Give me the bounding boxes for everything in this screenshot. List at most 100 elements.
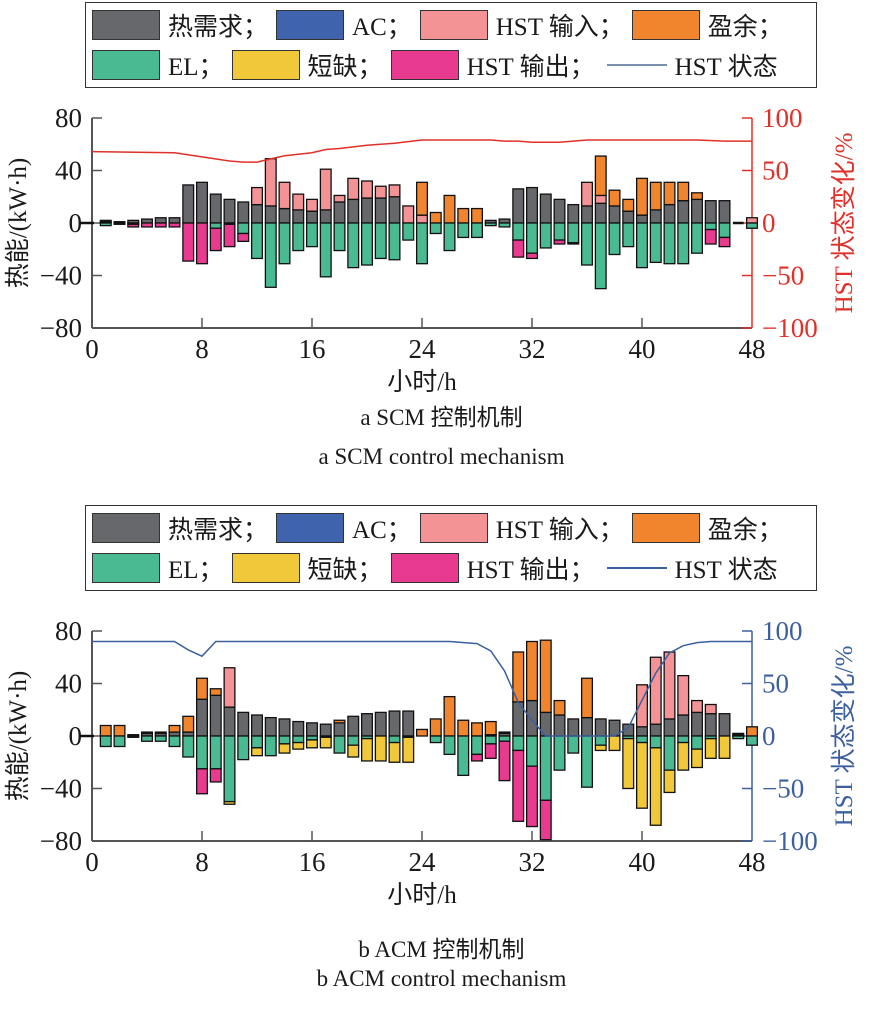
bar-segment-盈余 <box>443 695 456 737</box>
heat-demand-swatch <box>92 10 160 40</box>
bar-segment-热需求 <box>622 210 635 224</box>
bar-segment-HST 输出 <box>127 223 140 228</box>
bar-segment-HST 输出 <box>182 222 195 262</box>
x-tick-label: 24 <box>409 334 437 364</box>
chart-acm: −80 −40 0 40 80 −100 −50 0 50 100 0 8 16 24 32 40 48 小时/h… <box>4 616 858 909</box>
bar-segment-热需求 <box>704 200 717 224</box>
bar-segment-热需求 <box>594 202 607 224</box>
bar-segment-EL <box>209 222 222 229</box>
bar-segment-热需求 <box>704 713 717 737</box>
y-tick-label: −80 <box>40 313 82 343</box>
y-tick-label: −80 <box>40 826 82 856</box>
bar-segment-EL <box>347 735 360 746</box>
bar-segment-EL <box>292 735 305 744</box>
y2-axis-label: HST 状态变化/% <box>830 646 858 827</box>
bar-segment-热需求 <box>635 726 649 737</box>
bar-segment-盈余 <box>154 731 167 735</box>
bar-segment-短缺 <box>305 739 319 749</box>
legend-item-shortage: 短缺； <box>231 550 383 586</box>
bar-segment-热需求 <box>305 722 319 737</box>
bar-segment-热需求 <box>608 205 621 224</box>
caption-acm-en: b ACM control mechanism <box>316 966 567 991</box>
legend-item-hst-output: HST 输出； <box>390 550 595 586</box>
bar-segment-短缺 <box>704 737 717 759</box>
bar-segment-热需求 <box>663 203 676 224</box>
bar-segment-EL <box>415 222 429 265</box>
bar-segment-EL <box>264 222 277 288</box>
bar-segment-短缺 <box>292 741 305 750</box>
bar-segment-短缺 <box>649 747 662 826</box>
bar-segment-热需求 <box>278 718 291 737</box>
bar-segment-盈余 <box>649 181 662 211</box>
bar-segment-热需求 <box>319 723 332 737</box>
bar-segment-EL <box>484 735 497 745</box>
bar-segment-EL <box>429 222 442 235</box>
bar-segment-热需求 <box>525 699 539 737</box>
bar-segment-EL <box>443 735 456 756</box>
bar-segment-短缺 <box>388 741 401 763</box>
y-tick-label: 0 <box>69 721 83 751</box>
bar-segment-热需求 <box>209 694 222 737</box>
bar-segment-盈余 <box>732 732 745 736</box>
bar-segment-EL <box>567 735 580 754</box>
bar-segment-热需求 <box>374 197 387 224</box>
bar-segment-HST 输入 <box>292 193 305 211</box>
bar-segment-热需求 <box>195 181 209 224</box>
bar-segment-热需求 <box>264 716 277 737</box>
bar-segment-EL <box>209 735 222 770</box>
bar-segment-EL <box>553 735 566 771</box>
bar-segment-盈余 <box>745 726 759 737</box>
bar-segment-热需求 <box>305 210 319 224</box>
bar-segment-热需求 <box>677 200 690 224</box>
y2-axis-label: HST 状态变化/% <box>830 133 858 314</box>
hst-state-line <box>91 139 752 163</box>
bar-segment-盈余 <box>457 719 470 737</box>
bar-segment-HST 输出 <box>498 740 511 782</box>
y2-tick-label: −100 <box>762 826 818 856</box>
bar-segment-热需求 <box>388 710 401 737</box>
bar-segment-HST 输出 <box>154 222 167 228</box>
hst-state-line <box>92 640 752 737</box>
bar-segment-HST 输入 <box>402 205 415 224</box>
bar-segment-EL <box>168 735 181 748</box>
bar-segment-HST 输出 <box>195 222 209 265</box>
bar-segment-HST 输出 <box>567 242 580 245</box>
bar-segment-HST 输出 <box>512 749 525 822</box>
bar-segment-HST 输出 <box>237 232 250 243</box>
bar-segment-短缺 <box>223 800 236 805</box>
y-tick-label: −40 <box>40 261 82 291</box>
bar-segment-EL <box>677 222 690 265</box>
bar-segment-盈余 <box>470 207 484 224</box>
bar-segment-EL <box>237 222 250 235</box>
bar-segment-HST 输出 <box>140 222 154 228</box>
bar-segment-EL <box>278 222 291 265</box>
bar-segment-EL <box>745 735 759 746</box>
bar-segment-EL <box>594 735 607 746</box>
bar-segment-盈余 <box>635 177 649 216</box>
bar-segment-HST 输入 <box>347 177 360 201</box>
hst-state-line-swatch <box>606 567 667 569</box>
bar-segment-短缺 <box>718 735 731 759</box>
bar-segment-HST 输入 <box>388 184 401 198</box>
bar-segment-HST 输入 <box>360 180 374 199</box>
bar-segment-EL <box>649 222 662 264</box>
bar-segment-短缺 <box>690 748 704 769</box>
bar-segment-盈余 <box>429 211 442 224</box>
bar-segment-EL <box>567 222 580 244</box>
bar-segment-HST 输出 <box>704 228 717 245</box>
bar-segment-HST 输出 <box>718 236 731 248</box>
bars <box>99 155 759 290</box>
caption-acm-cn: b ACM 控制机制 <box>358 937 525 962</box>
bar-segment-HST 输出 <box>512 239 525 258</box>
bar-segment-盈余 <box>580 677 594 719</box>
bar-segment-EL <box>429 735 442 744</box>
bar-segment-盈余 <box>457 207 470 224</box>
bar-segment-盈余 <box>553 699 566 716</box>
bar-segment-HST 输入 <box>278 181 291 210</box>
bar-segment-HST 输出 <box>525 252 539 260</box>
bar-segment-EL <box>539 735 552 801</box>
bar-segment-EL <box>333 735 346 754</box>
bar-segment-热需求 <box>525 186 539 224</box>
bar-segment-HST 输入 <box>649 656 662 725</box>
x-axis-label: 小时/h <box>387 881 457 909</box>
